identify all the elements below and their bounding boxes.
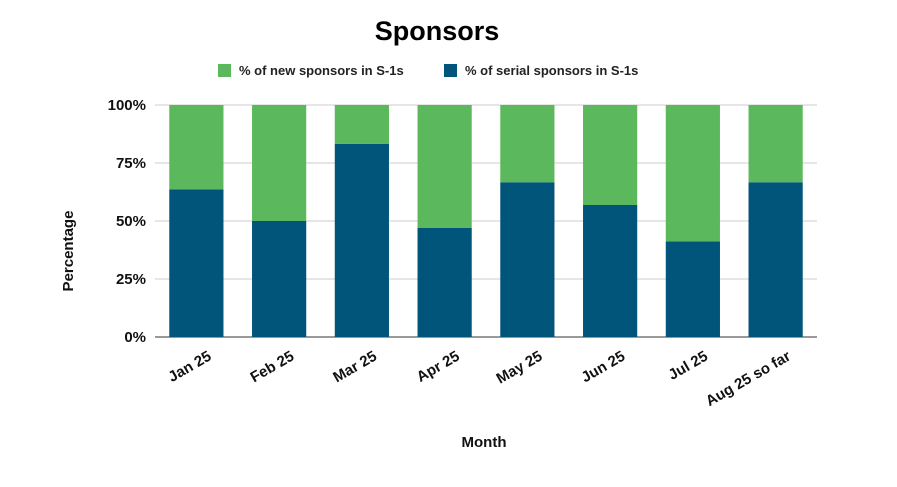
bar-segment-serial-3 (417, 227, 472, 337)
y-tick-label: 25% (116, 271, 146, 288)
legend-label: % of new sponsors in S-1s (239, 63, 404, 78)
bar-segment-serial-1 (252, 221, 307, 337)
y-tick-label: 75% (116, 155, 146, 172)
bars (169, 105, 803, 337)
bar-segment-serial-0 (169, 189, 224, 337)
x-tick-label: Jun 25 (578, 348, 628, 386)
y-axis-label: Percentage (60, 211, 77, 292)
bar-segment-serial-2 (334, 143, 389, 337)
x-axis-ticks: Jan 25 Feb 25 Mar 25 Apr 25 May 25 Jun 25 Jul … (165, 348, 793, 410)
bar-segment-new-1 (252, 105, 307, 221)
x-tick-label: Aug 25 so far (703, 348, 794, 410)
bar-segment-new-7 (748, 105, 803, 183)
x-tick-label: Feb 25 (247, 348, 297, 386)
bar-segment-serial-4 (500, 182, 555, 337)
x-tick-label: Jul 25 (666, 348, 711, 384)
bar-segment-serial-6 (665, 241, 720, 337)
x-tick-label: Apr 25 (414, 348, 463, 386)
y-axis-ticks: 0% 25% 50% 75% 100% (108, 97, 146, 346)
legend-label: % of serial sponsors in S-1s (465, 63, 638, 78)
bar-segment-serial-5 (583, 204, 638, 337)
chart-title: Sponsors (375, 16, 500, 46)
bar-segment-new-4 (500, 105, 555, 183)
x-axis-label: Month (462, 434, 507, 451)
y-tick-label: 50% (116, 213, 146, 230)
legend-swatch (444, 64, 457, 77)
bar-segment-serial-7 (748, 182, 803, 337)
bar-segment-new-6 (665, 105, 720, 242)
y-tick-label: 100% (108, 97, 146, 114)
bar-segment-new-2 (334, 105, 389, 144)
bar-segment-new-3 (417, 105, 472, 228)
legend-swatch (218, 64, 231, 77)
x-tick-label: Mar 25 (330, 348, 380, 386)
bar-segment-new-0 (169, 105, 224, 190)
y-tick-label: 0% (124, 329, 146, 346)
x-tick-label: May 25 (494, 348, 546, 388)
legend: % of new sponsors in S-1s % of serial spo… (218, 63, 638, 78)
x-tick-label: Jan 25 (165, 348, 214, 386)
bar-segment-new-5 (583, 105, 638, 205)
